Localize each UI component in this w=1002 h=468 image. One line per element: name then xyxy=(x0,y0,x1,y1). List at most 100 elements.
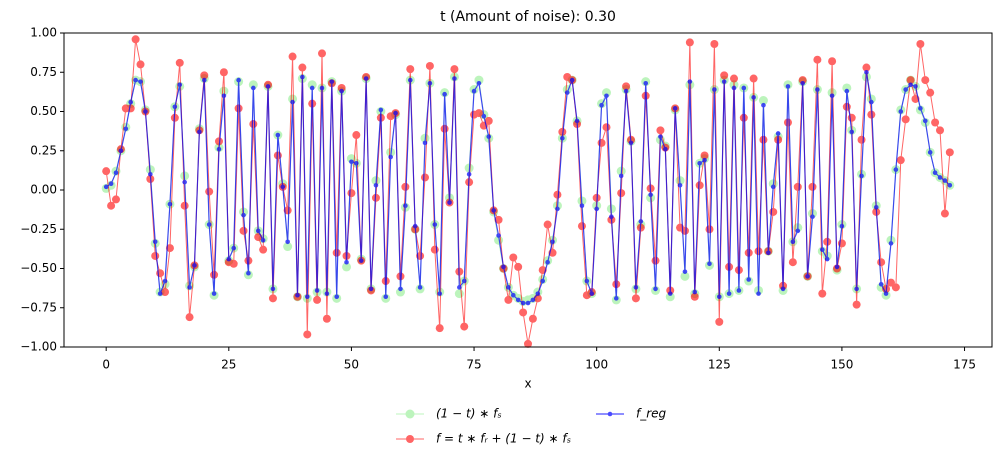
data-point xyxy=(658,134,663,139)
data-point xyxy=(800,80,805,86)
data-point xyxy=(440,124,449,133)
data-point xyxy=(602,123,611,132)
data-point xyxy=(560,135,565,141)
data-point xyxy=(425,61,434,70)
data-point xyxy=(651,256,660,265)
data-point xyxy=(715,317,724,326)
data-point xyxy=(758,96,768,106)
data-point xyxy=(519,308,528,317)
data-point xyxy=(903,87,908,92)
data-point xyxy=(788,258,797,267)
data-point xyxy=(221,93,227,99)
data-point xyxy=(685,38,694,47)
data-point xyxy=(180,201,189,210)
data-point xyxy=(317,49,326,58)
data-point xyxy=(725,262,734,271)
data-point xyxy=(682,269,688,274)
data-point xyxy=(172,104,178,110)
data-point xyxy=(206,222,212,227)
data-point xyxy=(309,85,315,91)
data-point xyxy=(927,150,933,155)
data-point xyxy=(143,109,148,114)
legend-marker xyxy=(405,409,415,419)
data-point xyxy=(834,264,840,270)
data-point xyxy=(236,77,241,83)
data-point xyxy=(852,300,861,309)
data-point xyxy=(942,178,948,183)
data-point xyxy=(628,140,634,146)
data-point xyxy=(862,63,871,72)
data-point xyxy=(579,203,585,208)
data-point xyxy=(798,76,807,85)
data-point xyxy=(515,297,521,303)
data-point xyxy=(151,251,160,260)
data-point xyxy=(601,88,611,98)
data-point xyxy=(290,99,295,105)
data-point xyxy=(111,195,120,204)
x-tick-label: 100 xyxy=(585,358,608,372)
data-point xyxy=(514,262,523,271)
data-point xyxy=(484,116,493,125)
data-point xyxy=(824,256,830,262)
data-point xyxy=(783,118,792,127)
data-point xyxy=(501,264,506,270)
x-tick-label: 75 xyxy=(466,358,481,372)
data-point xyxy=(283,242,293,252)
x-tick-label: 150 xyxy=(830,358,853,372)
data-point xyxy=(726,291,732,296)
data-point xyxy=(751,95,756,100)
data-point xyxy=(739,113,748,122)
data-point xyxy=(407,77,413,83)
data-point xyxy=(918,106,923,111)
data-point xyxy=(156,269,165,278)
data-point xyxy=(412,223,418,229)
data-point xyxy=(813,55,822,64)
data-point xyxy=(241,212,246,218)
data-point xyxy=(891,283,900,292)
data-point xyxy=(401,182,410,191)
data-point xyxy=(550,239,555,245)
data-point xyxy=(460,322,469,331)
data-point xyxy=(422,140,428,146)
data-point xyxy=(667,291,673,296)
data-point xyxy=(687,79,693,84)
data-point xyxy=(435,324,444,333)
legend-item xyxy=(396,409,424,419)
data-point xyxy=(131,35,140,44)
data-point xyxy=(618,173,624,179)
data-point xyxy=(936,126,945,135)
data-point xyxy=(406,65,415,74)
data-point xyxy=(940,209,949,218)
data-point xyxy=(417,285,423,290)
data-point xyxy=(466,172,472,177)
data-point xyxy=(447,200,452,205)
data-point xyxy=(744,248,753,257)
data-point xyxy=(205,187,214,196)
data-point xyxy=(265,84,271,89)
legend-label: f_reg xyxy=(636,407,667,421)
data-point xyxy=(805,274,810,279)
y-tick-label: 0.00 xyxy=(30,183,57,197)
data-point xyxy=(197,129,202,135)
data-point xyxy=(226,256,232,262)
data-point xyxy=(545,259,550,265)
data-point xyxy=(307,80,317,90)
data-point xyxy=(857,135,866,144)
series xyxy=(101,72,955,306)
data-point xyxy=(530,297,536,303)
data-point xyxy=(118,148,124,154)
data-point xyxy=(457,285,462,290)
data-point xyxy=(182,179,187,185)
data-point xyxy=(555,206,560,212)
data-point xyxy=(665,292,675,302)
data-point xyxy=(452,76,457,81)
data-point xyxy=(631,294,640,303)
data-point xyxy=(847,113,856,122)
data-point xyxy=(896,156,905,165)
data-point xyxy=(599,102,604,108)
data-point xyxy=(922,118,928,124)
data-point xyxy=(138,79,143,84)
data-point xyxy=(720,71,729,80)
data-point xyxy=(251,85,256,91)
data-point xyxy=(695,181,704,190)
